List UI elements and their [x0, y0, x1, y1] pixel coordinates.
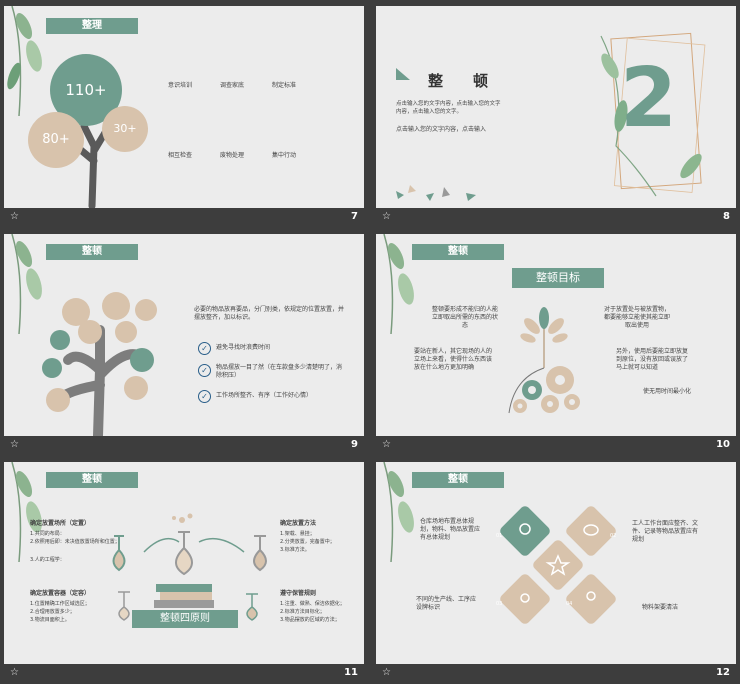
goal-item-2: 对于放置处与被放置物，都要能够立能使其能立即取出使用	[603, 306, 670, 329]
slide-thumbnail-10[interactable]: 整顿 整顿目标 整顿要形成不能归的人能立即取出所需的东西的状态 对于放置处与被放…	[376, 234, 736, 456]
slide-canvas: 整顿 确定放置场所（定置） 1.共同的布局： 2.依照用后即：未决值放置场所和位…	[4, 462, 364, 664]
star-icon[interactable]: ☆	[382, 211, 391, 222]
label-4: 相互检查	[168, 152, 193, 159]
section-tag: 整顿	[412, 472, 504, 488]
container-title: 确定放置容器（定容）	[30, 590, 91, 597]
method-line-1: 1.架载、悬挂；	[280, 531, 315, 537]
label-1: 意识培训	[168, 82, 193, 89]
slide-caption: ☆ 9	[4, 436, 364, 456]
slide-canvas: 整顿 01 02 03 04 仓库场地布置总体规划，物料、物品放置应有总体规划 …	[376, 462, 736, 664]
slide-number: 11	[344, 667, 358, 678]
method-title: 确定放置方法	[280, 520, 317, 527]
diamond-grid	[500, 506, 616, 624]
slide-caption: ☆ 7	[4, 208, 364, 228]
leaf-decoration	[11, 234, 42, 334]
goal-item-4: 另外，使用后要能立即放复到原位，没有放回或误放了马上就可以知道	[616, 348, 689, 371]
slide-number: 9	[351, 439, 358, 450]
check-icon: ✓	[198, 364, 211, 377]
check-label: 避免寻找时浪费时间	[216, 344, 271, 351]
label-5: 废物处理	[220, 152, 245, 159]
label-3: 制定标准	[272, 82, 297, 89]
banner-title: 整顿目标	[512, 268, 604, 288]
star-icon[interactable]: ☆	[10, 211, 19, 222]
container-line-2: 2.合理用放置多少；	[30, 609, 75, 615]
check-icon: ✓	[198, 390, 211, 403]
intro-paragraph: 必要的物品放再要品，分门别类，依规定的位置放置，并摆放整齐，加以标识。	[194, 306, 345, 321]
big-number: 2	[620, 51, 678, 146]
circle-medium: 80+	[28, 112, 84, 168]
slide-canvas: 整理 110+ 80+ 30+ 意识培训 调查家底 制定标准 相互检查 废物处理…	[4, 6, 364, 208]
slide-caption: ☆ 10	[376, 436, 736, 456]
check-label: 工作场所整齐、有序（工作好心情）	[216, 392, 313, 399]
slide-caption: ☆ 11	[4, 664, 364, 684]
container-line-1: 1.位置精确工作区域选区；	[30, 601, 90, 607]
leaf-decoration	[11, 462, 42, 562]
leaf-decoration	[383, 462, 414, 562]
triangle-decoration	[396, 68, 410, 80]
slide-canvas: 整 顿 点击输入您的文字内容，点击输入您的文字 内容，点击输入您的文字。 点击输…	[376, 6, 736, 208]
rules-line-2: 2.标准方法目标化；	[280, 609, 325, 615]
body-line-2: 内容，点击输入您的文字。	[396, 109, 463, 115]
slide-canvas: 整顿 必要的物品放再要品，分门别类，依规定的位置放置，并摆放整齐，加以标识。 ✓…	[4, 234, 364, 436]
star-icon[interactable]: ☆	[382, 439, 391, 450]
label-2: 调查家底	[220, 82, 245, 89]
slide-thumbnail-9[interactable]: 整顿 必要的物品放再要品，分门别类，依规定的位置放置，并摆放整齐，加以标识。 ✓…	[4, 234, 364, 456]
tree-graphic	[42, 292, 157, 436]
slide-number: 12	[716, 667, 730, 678]
slide-caption: ☆ 8	[376, 208, 736, 228]
rules-line-3: 3.物品摆放的区域的方法；	[280, 617, 340, 623]
goal-item-3: 要站在新人，其它现场的人的立场上来看，使得什么东西该放在什么地方更加明确	[414, 348, 493, 371]
step-num-4: 04	[566, 601, 573, 607]
circle-small: 30+	[102, 106, 148, 152]
container-line-3: 3.物流目面积上。	[30, 617, 70, 623]
section-tag: 整顿	[46, 472, 138, 488]
section-tag: 整顿	[46, 244, 138, 260]
slide-number: 10	[716, 439, 730, 450]
method-line-2: 2.分类放置，完备置中；	[280, 539, 335, 545]
slide-number: 7	[351, 211, 358, 222]
slide-thumbnail-11[interactable]: 整顿 确定放置场所（定置） 1.共同的布局： 2.依照用后即：未决值放置场所和位…	[4, 462, 364, 684]
method-line-3: 3.标准方法。	[280, 547, 310, 553]
section-tag: 整顿	[412, 244, 504, 260]
text-top-right: 工人工作台面应整齐、文件、记录等物品放置应有规划	[632, 520, 699, 543]
goal-item-5: 使无用时间最小化	[642, 388, 691, 395]
leaf-decoration	[383, 234, 414, 334]
star-icon[interactable]: ☆	[10, 439, 19, 450]
frame-decoration	[600, 32, 706, 197]
goal-item-1: 整顿要形成不能归的人能立即取出所需的东西的状态	[432, 306, 499, 329]
star-icon[interactable]: ☆	[382, 667, 391, 678]
slide-thumbnail-7[interactable]: 整理 110+ 80+ 30+ 意识培训 调查家底 制定标准 相互检查 废物处理…	[4, 6, 364, 228]
confetti-decoration	[396, 185, 476, 201]
step-num-2: 02	[610, 533, 617, 539]
place-line-2: 2.依照用后即：未决值放置场所和位置；	[30, 539, 120, 545]
slide-caption: ☆ 12	[376, 664, 736, 684]
rules-title: 遵守保管规则	[280, 590, 317, 597]
step-num-1: 01	[496, 533, 503, 539]
place-line-3: 3.人的工程学：	[30, 557, 65, 563]
body-line-1: 点击输入您的文字内容，点击输入您的文字	[396, 101, 501, 107]
text-bottom-right: 物料架要清洁	[642, 604, 679, 611]
step-num-3: 03	[496, 601, 503, 607]
section-tag: 整理	[46, 18, 138, 34]
banner-title: 整顿四原则	[132, 610, 238, 628]
slide-number: 8	[723, 211, 730, 222]
star-icon[interactable]: ☆	[10, 667, 19, 678]
text-bottom-left: 不同的生产线、工序应设牌标识	[416, 596, 477, 611]
flask-books-graphic	[112, 513, 267, 621]
slide-thumbnail-8[interactable]: 整 顿 点击输入您的文字内容，点击输入您的文字 内容，点击输入您的文字。 点击输…	[376, 6, 736, 228]
check-icon: ✓	[198, 342, 211, 355]
slide-canvas: 整顿 整顿目标 整顿要形成不能归的人能立即取出所需的东西的状态 对于放置处与被放…	[376, 234, 736, 436]
place-line-1: 1.共同的布局：	[30, 531, 65, 537]
check-label: 物品摆放一目了然（在车款盘多少清楚明了，消除积压）	[216, 364, 343, 379]
slide-title: 整 顿	[428, 72, 489, 90]
text-top-left: 仓库场地布置总体规划，物料、物品放置应有总体规划	[420, 518, 481, 541]
gear-plant-graphic	[508, 307, 580, 414]
leaf-decoration	[7, 6, 42, 116]
place-title: 确定放置场所（定置）	[30, 520, 91, 527]
label-6: 集中行动	[272, 152, 297, 159]
rules-line-1: 1.注重、做熟、保洁依据化；	[280, 601, 345, 607]
body-line-3: 点击输入您的文字内容，点击输入	[396, 126, 487, 133]
slide-thumbnail-12[interactable]: 整顿 01 02 03 04 仓库场地布置总体规划，物料、物品放置应有总体规划 …	[376, 462, 736, 684]
